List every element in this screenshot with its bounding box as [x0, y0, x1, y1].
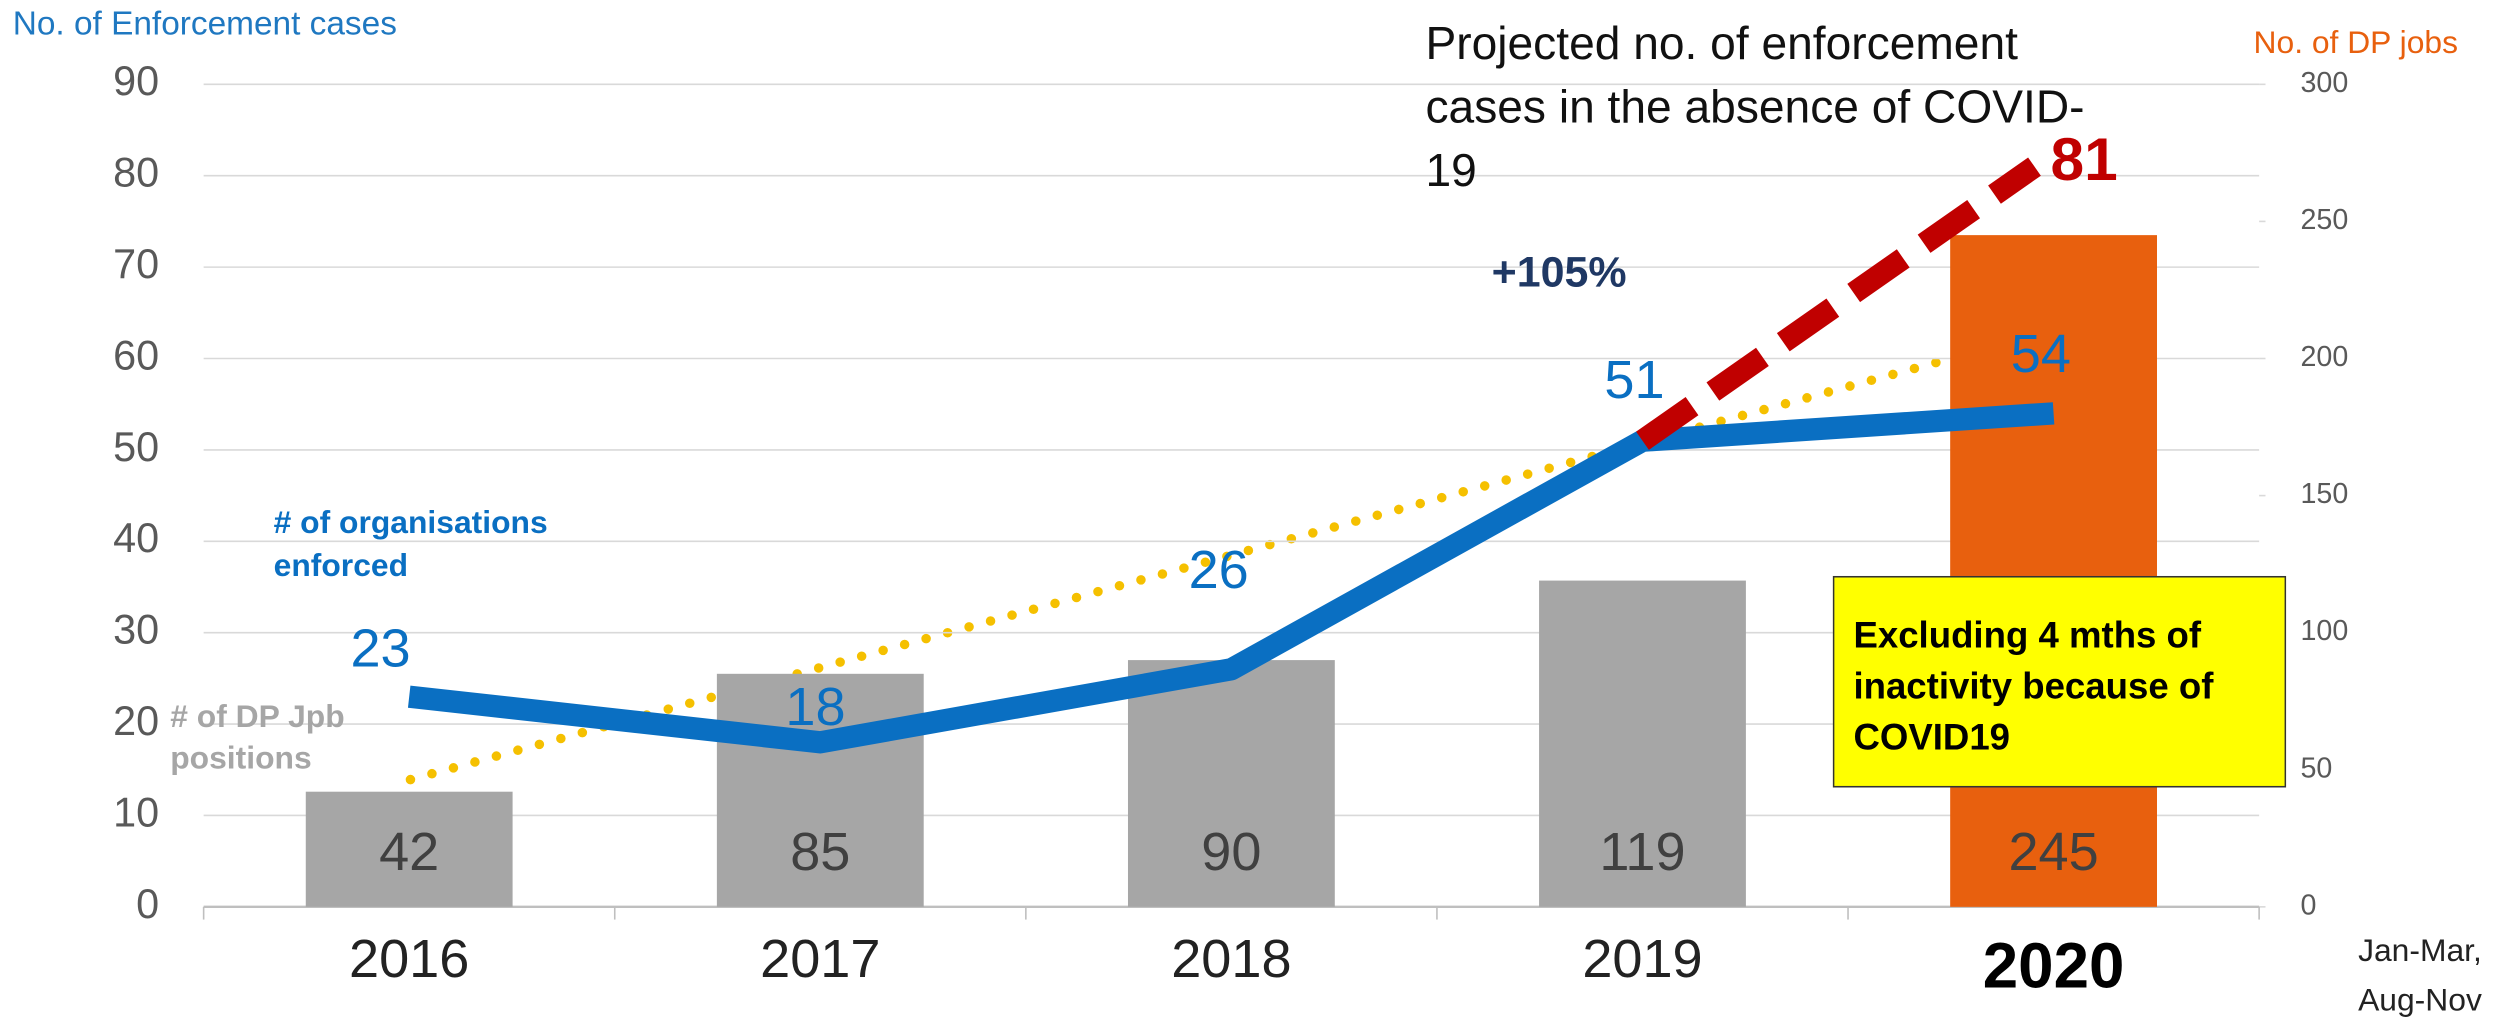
y-tick-label: 10 [113, 789, 159, 835]
y-tick-label: 30 [113, 607, 159, 653]
annotation-box: +105% [1491, 248, 1627, 296]
y-tick-label: 20 [113, 698, 159, 744]
projection-value-label: 81 [2051, 125, 2118, 193]
line [1636, 157, 2041, 450]
bar [1950, 235, 2157, 907]
annotation-box: Jan-Mar, Aug-Nov [2358, 933, 2482, 1019]
line-value-label: 26 [1189, 540, 1249, 600]
y-tick-label: 70 [113, 241, 159, 287]
y2-tick-label: 300 [2300, 67, 2348, 99]
x-tick-label: 2018 [1171, 929, 1291, 989]
line-value-label: 51 [1604, 350, 1664, 410]
x-tick-label: 2020 [1983, 930, 2125, 1001]
projection-label-box: Projected no. of enforcement cases in th… [1425, 19, 2085, 198]
series-label-box: # of DP Jpb positions [170, 700, 345, 777]
y2-tick-label: 50 [2300, 752, 2332, 784]
y-tick-label: 50 [113, 424, 159, 470]
annotation: Jan-Mar, Aug-Nov [2358, 933, 2482, 1019]
y-tick-label: 0 [136, 881, 159, 927]
x-tick-label: 2017 [760, 929, 880, 989]
bar [1539, 580, 1746, 907]
y-tick-label: 60 [113, 332, 159, 378]
y2-tick-label: 150 [2300, 478, 2348, 510]
line-value-label: 18 [785, 677, 845, 737]
y2-axis-title: No. of DP jobs [2254, 24, 2458, 60]
projection-label: Projected no. of enforcement cases in th… [1425, 19, 2085, 198]
bar [716, 673, 924, 907]
line [407, 402, 2055, 754]
series-label: # of DP Jpb positions [170, 700, 345, 777]
annotation: +105% [1491, 248, 1627, 296]
line-value-label: 23 [350, 618, 410, 678]
y2-tick-label: 100 [2300, 615, 2348, 647]
bar [305, 791, 513, 907]
y-tick-label: 40 [113, 515, 159, 561]
note-box-box: Excluding 4 mths of inactivity because o… [1832, 575, 2287, 788]
line-value-label: 54 [2011, 324, 2071, 384]
bar-value-label: 90 [1201, 822, 1261, 882]
series-label: # of organisations enforced [273, 505, 548, 584]
bar [1127, 660, 1335, 907]
x-tick-label: 2019 [1582, 929, 1702, 989]
series-label-box: # of organisations enforced [273, 505, 548, 584]
bar-value-label: 42 [379, 822, 439, 882]
x-tick-label: 2016 [349, 929, 469, 989]
y-tick-label: 80 [113, 150, 159, 196]
y-axis-title: No. of Enforcement cases [13, 5, 397, 42]
y-tick-label: 90 [113, 58, 159, 104]
bar-value-label: 245 [2008, 822, 2098, 882]
bar-value-label: 119 [1599, 822, 1685, 882]
y2-tick-label: 0 [2300, 889, 2316, 921]
note-box: Excluding 4 mths of inactivity because o… [1832, 575, 2287, 788]
y2-tick-label: 250 [2300, 204, 2348, 236]
bar-value-label: 85 [790, 822, 850, 882]
y2-tick-label: 200 [2300, 341, 2348, 373]
